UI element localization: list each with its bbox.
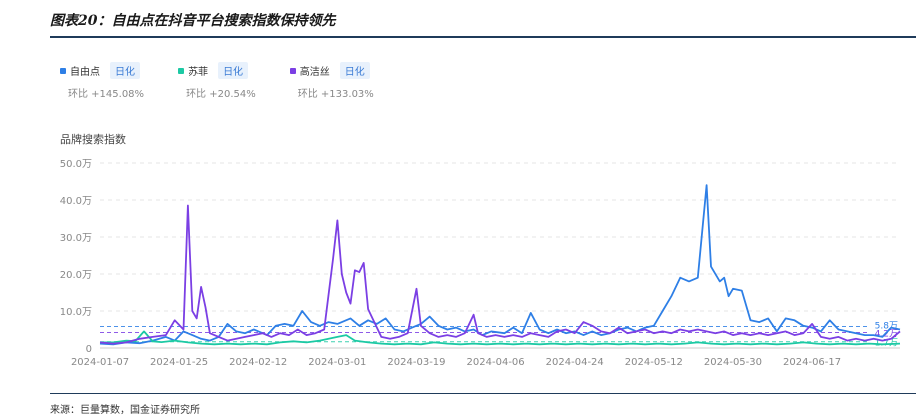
legend: 自由点 日化 环比 +145.08% 苏菲 日化 环比 +20.54% 高洁丝 … bbox=[60, 62, 374, 100]
x-tick-label: 2024-05-30 bbox=[704, 357, 762, 368]
y-tick-label: 0 bbox=[86, 344, 92, 355]
legend-swatch-sufei bbox=[178, 67, 185, 74]
x-tick-label: 2024-04-24 bbox=[546, 357, 604, 368]
x-tick-label: 2024-06-17 bbox=[783, 357, 841, 368]
x-tick-label: 2024-03-01 bbox=[308, 357, 366, 368]
series-line bbox=[100, 330, 901, 346]
legend-label-ziyoudian: 自由点 bbox=[70, 67, 100, 78]
legend-label-gaojiesi: 高洁丝 bbox=[299, 67, 330, 78]
top-rule bbox=[50, 36, 916, 38]
legend-tag-gaojiesi: 日化 bbox=[339, 62, 370, 79]
x-tick-label: 2024-03-19 bbox=[387, 357, 445, 368]
chart-label: 品牌搜索指数 bbox=[60, 133, 126, 146]
average-label: 5.8万 bbox=[875, 322, 898, 332]
legend-item-ziyoudian[interactable]: 自由点 日化 环比 +145.08% bbox=[60, 62, 144, 100]
legend-change-gaojiesi: 环比 +133.03% bbox=[297, 89, 374, 100]
legend-change-ziyoudian: 环比 +145.08% bbox=[68, 89, 145, 100]
source-note: 来源：巨量算数，国金证券研究所 bbox=[50, 405, 200, 416]
legend-swatch-ziyoudian bbox=[60, 67, 66, 74]
x-tick-label: 2024-01-25 bbox=[150, 357, 208, 368]
x-tick-label: 2024-02-12 bbox=[229, 357, 287, 368]
y-tick-label: 30.0万 bbox=[60, 233, 92, 244]
y-tick-label: 50.0万 bbox=[60, 159, 92, 170]
y-tick-label: 40.0万 bbox=[60, 196, 92, 207]
x-tick-label: 2024-04-06 bbox=[467, 357, 525, 368]
legend-item-sufei[interactable]: 苏菲 日化 环比 +20.54% bbox=[178, 62, 256, 100]
y-tick-label: 10.0万 bbox=[60, 307, 92, 318]
bottom-rule bbox=[50, 393, 916, 394]
legend-tag-ziyoudian: 日化 bbox=[110, 62, 140, 79]
y-tick-label: 20.0万 bbox=[60, 270, 92, 281]
series-line bbox=[99, 204, 901, 345]
legend-label-sufei: 苏菲 bbox=[188, 67, 209, 78]
legend-change-sufei: 环比 +20.54% bbox=[186, 89, 256, 100]
average-label: 4.2万 bbox=[875, 329, 898, 339]
legend-tag-sufei: 日化 bbox=[218, 62, 249, 79]
legend-swatch-gaojiesi bbox=[289, 67, 296, 74]
series-line bbox=[99, 184, 901, 346]
figure-title: 图表20：自由点在抖音平台搜索指数保持领先 bbox=[50, 13, 336, 29]
x-tick-label: 2024-01-07 bbox=[71, 357, 129, 368]
legend-item-gaojiesi[interactable]: 高洁丝 日化 环比 +133.03% bbox=[289, 62, 374, 100]
x-tick-label: 2024-05-12 bbox=[625, 357, 683, 368]
